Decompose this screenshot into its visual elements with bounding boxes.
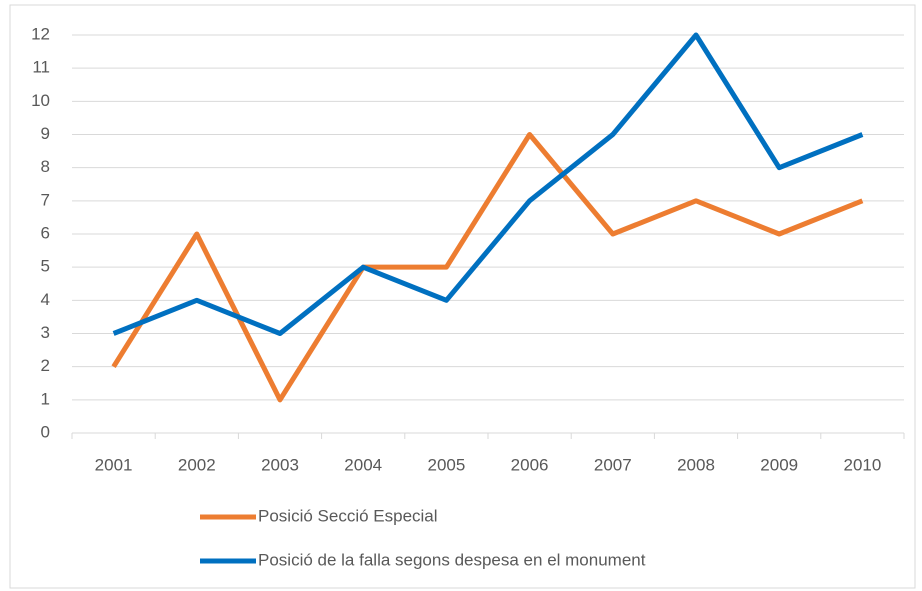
- x-tick-label: 2006: [511, 455, 549, 474]
- legend-label: Posició Secció Especial: [258, 506, 438, 525]
- y-tick-label: 12: [31, 24, 50, 43]
- y-tick-label: 2: [41, 356, 50, 375]
- legend-label: Posició de la falla segons despesa en el…: [258, 550, 646, 569]
- x-tick-label: 2001: [95, 455, 133, 474]
- y-tick-label: 0: [41, 422, 50, 441]
- y-tick-label: 6: [41, 223, 50, 242]
- series-line: [112, 32, 864, 336]
- x-tick-label: 2002: [178, 455, 216, 474]
- y-tick-label: 7: [41, 190, 50, 209]
- x-tick-label: 2010: [843, 455, 881, 474]
- y-tick-label: 4: [41, 290, 50, 309]
- y-tick-label: 9: [41, 124, 50, 143]
- y-tick-label: 1: [41, 389, 50, 408]
- y-tick-label: 10: [31, 91, 50, 110]
- y-tick-label: 8: [41, 157, 50, 176]
- chart-frame: [9, 4, 916, 589]
- x-tick-label: 2004: [344, 455, 382, 474]
- y-tick-label: 3: [41, 323, 50, 342]
- x-tick-label: 2003: [261, 455, 299, 474]
- x-tick-label: 2005: [427, 455, 465, 474]
- x-tick-label: 2009: [760, 455, 798, 474]
- y-tick-label: 5: [41, 257, 50, 276]
- y-tick-label: 11: [32, 58, 50, 77]
- x-tick-label: 2007: [594, 455, 632, 474]
- x-tick-label: 2008: [677, 455, 715, 474]
